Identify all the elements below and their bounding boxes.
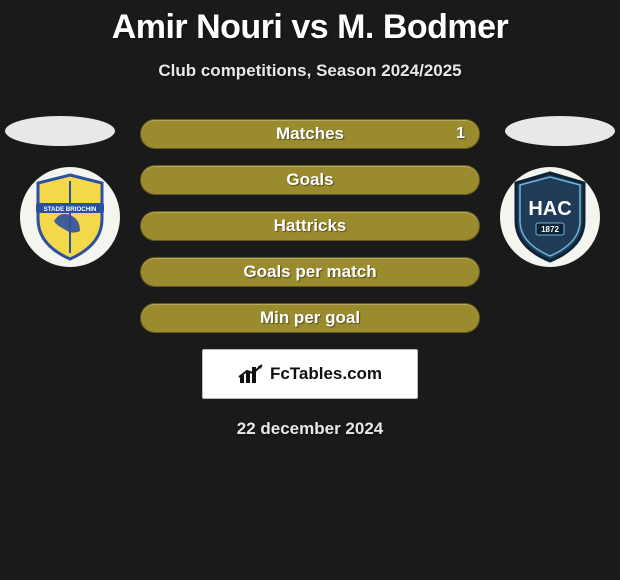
club-crest-right-icon: HAC 1872 — [508, 171, 592, 263]
stat-row-hattricks: Hattricks — [140, 211, 480, 241]
stat-label: Hattricks — [274, 216, 347, 236]
page-title: Amir Nouri vs M. Bodmer — [0, 0, 620, 47]
club-left-banner-text: STADE BRIOCHIN — [44, 206, 97, 213]
stat-row-goals-per-match: Goals per match — [140, 257, 480, 287]
club-right-text: HAC — [528, 198, 571, 220]
player-a-avatar-slot — [5, 116, 115, 146]
player-b-avatar-slot — [505, 116, 615, 146]
player-a-name: Amir Nouri — [112, 8, 283, 46]
brand-text: FcTables.com — [270, 364, 382, 384]
club-crest-left-icon: STADE BRIOCHIN — [30, 173, 110, 261]
stat-label: Goals per match — [243, 262, 376, 282]
comparison-panel: STADE BRIOCHIN HAC 1872 Matches 1 Goals … — [0, 119, 620, 439]
stat-label: Goals — [286, 170, 333, 190]
brand-box: FcTables.com — [202, 349, 418, 399]
club-badge-right: HAC 1872 — [500, 167, 600, 267]
footer-date: 22 december 2024 — [0, 419, 620, 439]
vs-text: vs — [291, 8, 328, 46]
subtitle: Club competitions, Season 2024/2025 — [0, 61, 620, 81]
stat-label: Matches — [276, 124, 344, 144]
stat-label: Min per goal — [260, 308, 360, 328]
stat-rows: Matches 1 Goals Hattricks Goals per matc… — [140, 119, 480, 333]
stat-row-min-per-goal: Min per goal — [140, 303, 480, 333]
stat-row-matches: Matches 1 — [140, 119, 480, 149]
club-right-year: 1872 — [541, 225, 559, 234]
chart-icon — [238, 363, 266, 385]
stat-right-value: 1 — [456, 125, 465, 143]
player-b-name: M. Bodmer — [337, 8, 508, 46]
stat-row-goals: Goals — [140, 165, 480, 195]
club-badge-left: STADE BRIOCHIN — [20, 167, 120, 267]
